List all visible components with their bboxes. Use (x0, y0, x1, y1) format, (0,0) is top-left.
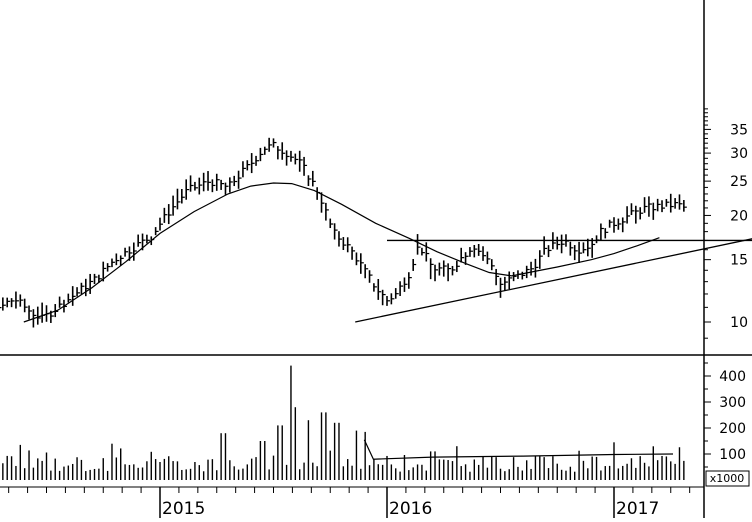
price-tick-label: 15 (730, 253, 748, 269)
price-tick-label: 20 (730, 208, 748, 224)
volume-tick-label: 100 (719, 447, 746, 463)
year-label: 2016 (389, 499, 432, 518)
price-panel: 10 15 20 25 30 35 (0, 108, 752, 339)
volume-panel: 100 200 300 400 x1000 (2, 362, 750, 487)
volume-unit-label: x1000 (710, 472, 745, 485)
time-axis: 2015 2016 2017 (0, 486, 704, 519)
price-tick-label: 10 (730, 315, 748, 331)
volume-average-line (363, 439, 674, 460)
price-tick-label: 35 (730, 122, 748, 138)
volume-tick-label: 300 (719, 395, 746, 411)
moving-average-line (23, 182, 660, 323)
year-label: 2015 (162, 499, 205, 518)
volume-unit-box (705, 470, 750, 487)
volume-tick-label: 400 (719, 369, 746, 385)
support-trendline (355, 238, 752, 323)
price-tick-label: 25 (730, 174, 748, 190)
year-label: 2017 (616, 499, 659, 518)
price-tick-label: 30 (730, 146, 748, 162)
volume-tick-label: 200 (719, 421, 746, 437)
